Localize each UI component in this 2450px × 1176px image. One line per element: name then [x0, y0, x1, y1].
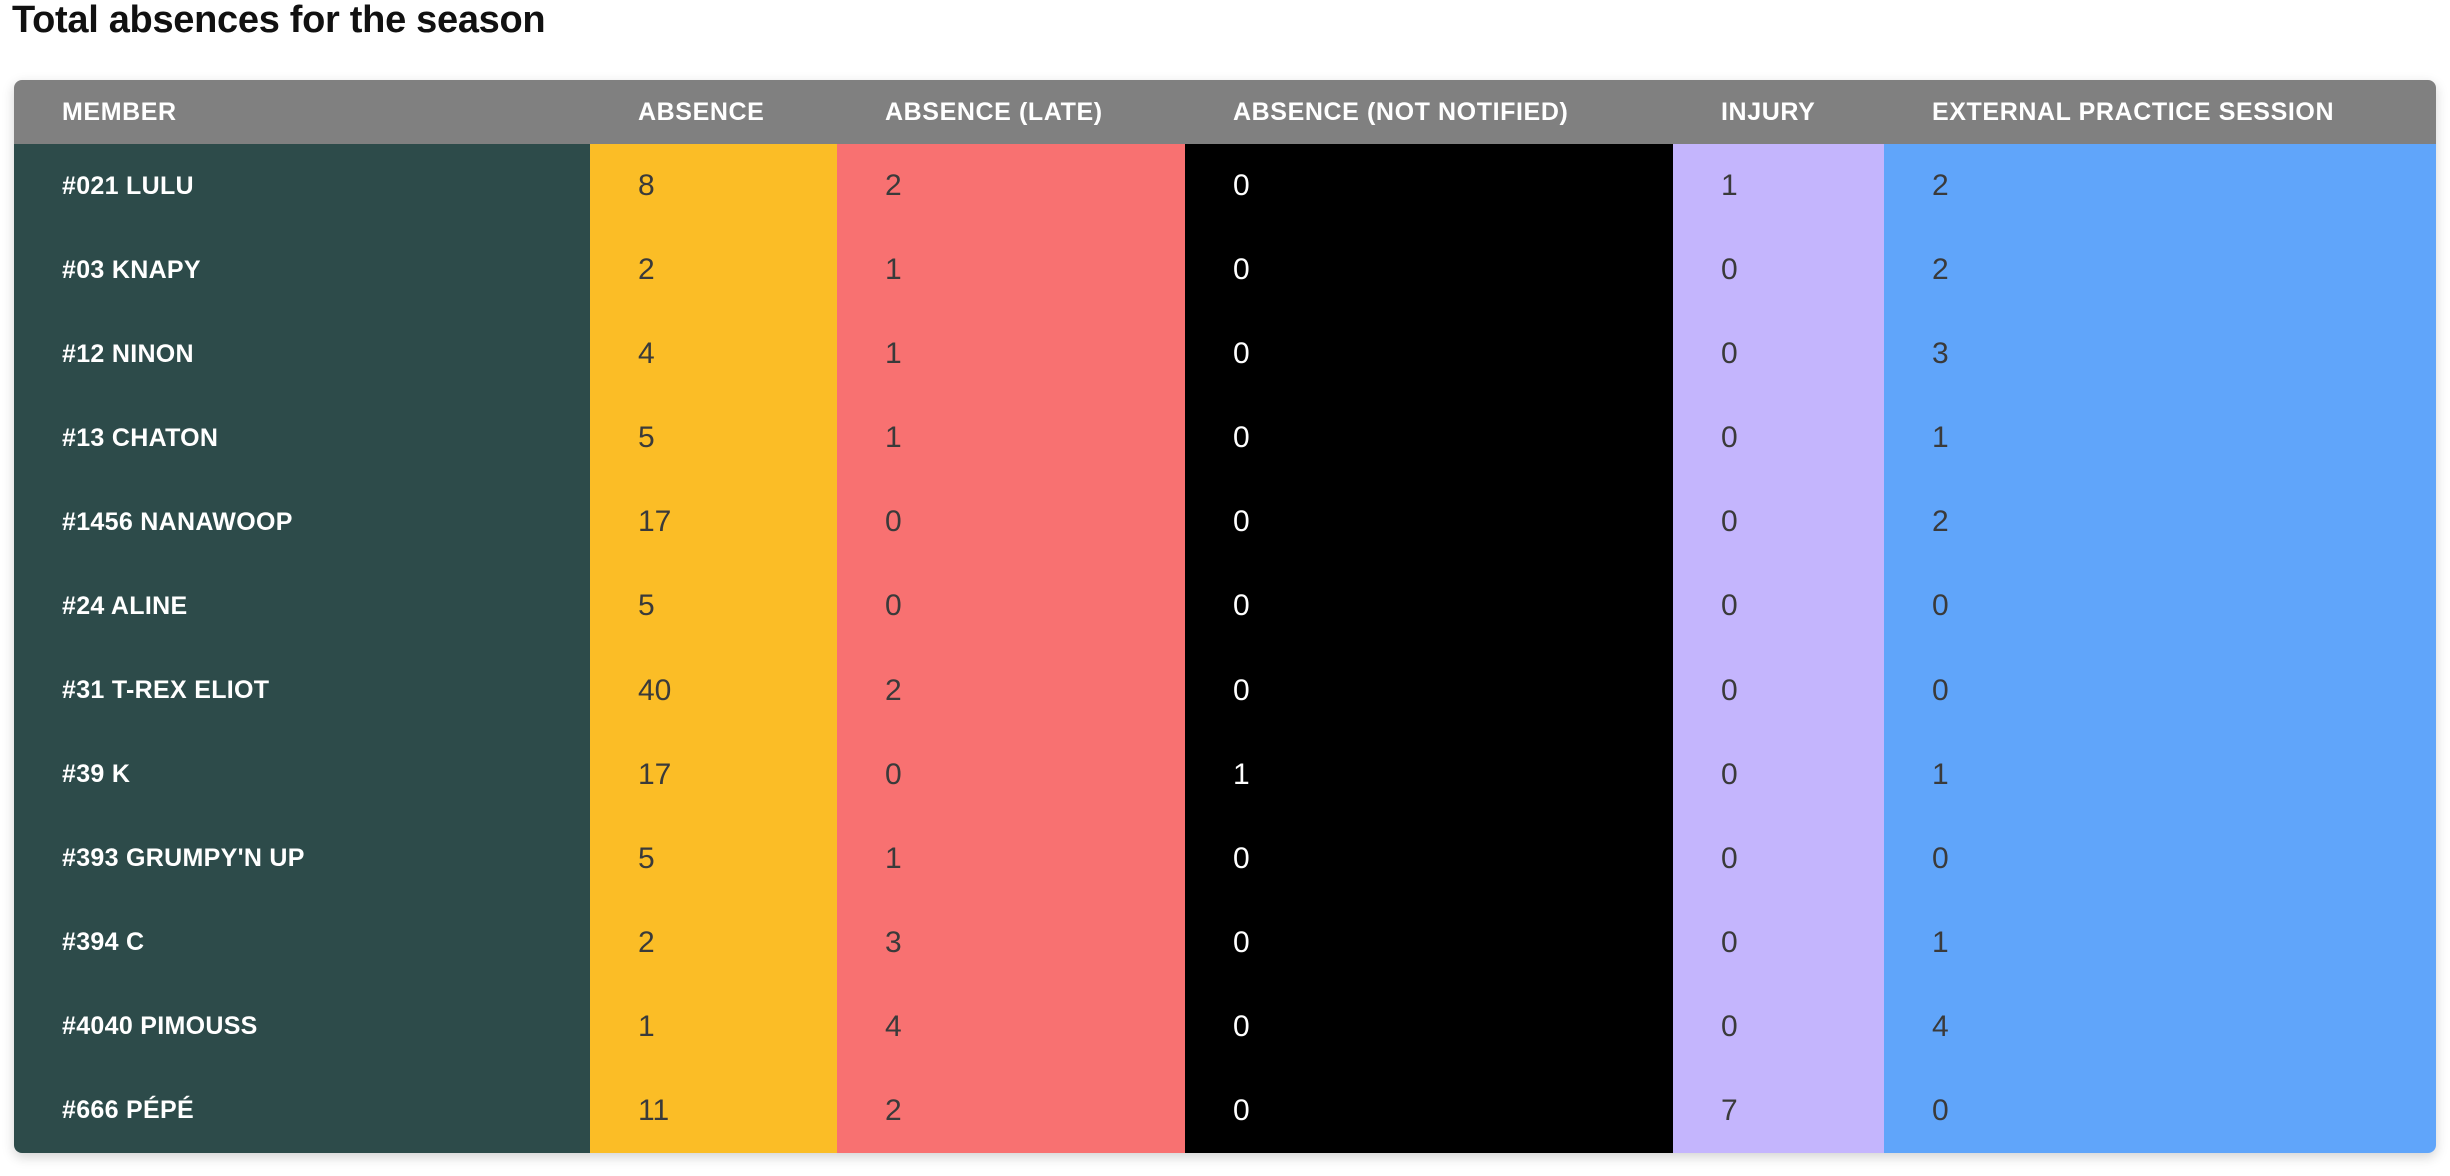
column-header-injury: Injury: [1721, 97, 1816, 126]
cell-external: 0: [1884, 564, 2436, 649]
cell-external: 0: [1884, 648, 2436, 733]
cell-late: 1: [837, 312, 1185, 397]
table-row: #39 K 17 0 1 0 1: [14, 732, 2436, 817]
table-row: #1456 NANAWOOP 17 0 0 0 2: [14, 480, 2436, 565]
cell-external: 2: [1884, 228, 2436, 313]
cell-injury: 0: [1673, 480, 1884, 565]
cell-not-notified: 0: [1185, 312, 1673, 397]
cell-not-notified: 0: [1185, 984, 1673, 1069]
cell-member: #666 PÉPÉ: [14, 1068, 590, 1153]
cell-external: 3: [1884, 312, 2436, 397]
cell-injury: 0: [1673, 228, 1884, 313]
cell-late: 0: [837, 732, 1185, 817]
cell-injury: 0: [1673, 564, 1884, 649]
page-title: Total absences for the season: [12, 0, 546, 41]
table-row: #31 T-REX ELIOT 40 2 0 0 0: [14, 648, 2436, 733]
cell-absence: 17: [590, 480, 837, 565]
cell-late: 1: [837, 396, 1185, 481]
cell-external: 2: [1884, 144, 2436, 229]
table-row: #393 GRUMPY'N UP 5 1 0 0 0: [14, 816, 2436, 901]
cell-not-notified: 0: [1185, 648, 1673, 733]
cell-external: 0: [1884, 816, 2436, 901]
cell-absence: 17: [590, 732, 837, 817]
cell-member: #394 C: [14, 900, 590, 985]
column-header-absence: Absence: [638, 97, 765, 126]
cell-injury: 0: [1673, 900, 1884, 985]
table-row: #12 NINON 4 1 0 0 3: [14, 312, 2436, 397]
table-row: #03 KNAPY 2 1 0 0 2: [14, 228, 2436, 313]
cell-member: #12 NINON: [14, 312, 590, 397]
column-header-late: Absence (late): [885, 97, 1103, 126]
table-row: #021 LULU 8 2 0 1 2: [14, 144, 2436, 229]
cell-late: 2: [837, 144, 1185, 229]
cell-injury: 0: [1673, 816, 1884, 901]
cell-absence: 1: [590, 984, 837, 1069]
cell-injury: 1: [1673, 144, 1884, 229]
cell-external: 0: [1884, 1068, 2436, 1153]
cell-absence: 5: [590, 564, 837, 649]
cell-member: #03 KNAPY: [14, 228, 590, 313]
cell-external: 1: [1884, 732, 2436, 817]
cell-external: 1: [1884, 396, 2436, 481]
cell-member: #4040 PIMOUSS: [14, 984, 590, 1069]
cell-absence: 4: [590, 312, 837, 397]
cell-not-notified: 1: [1185, 732, 1673, 817]
cell-not-notified: 0: [1185, 900, 1673, 985]
cell-injury: 0: [1673, 732, 1884, 817]
cell-not-notified: 0: [1185, 816, 1673, 901]
table-header-row: Member Absence Absence (late) Absence (not …: [14, 80, 2436, 144]
cell-not-notified: 0: [1185, 144, 1673, 229]
cell-absence: 5: [590, 816, 837, 901]
table-row: #666 PÉPÉ 11 2 0 7 0: [14, 1068, 2436, 1153]
cell-injury: 0: [1673, 396, 1884, 481]
cell-absence: 8: [590, 144, 837, 229]
cell-absence: 5: [590, 396, 837, 481]
cell-member: #39 K: [14, 732, 590, 817]
cell-not-notified: 0: [1185, 228, 1673, 313]
column-header-not-notified: Absence (not notified): [1233, 97, 1569, 126]
cell-late: 0: [837, 564, 1185, 649]
cell-late: 1: [837, 816, 1185, 901]
column-header-external: External practice session: [1932, 97, 2335, 126]
cell-late: 1: [837, 228, 1185, 313]
cell-absence: 2: [590, 228, 837, 313]
table-row: #13 CHATON 5 1 0 0 1: [14, 396, 2436, 481]
table-body: #021 LULU 8 2 0 1 2 #03 KNAPY 2 1 0 0 2 #12 NINON 4 1 0…: [14, 144, 2436, 1153]
cell-member: #24 ALINE: [14, 564, 590, 649]
cell-external: 1: [1884, 900, 2436, 985]
cell-late: 0: [837, 480, 1185, 565]
cell-late: 3: [837, 900, 1185, 985]
cell-absence: 11: [590, 1068, 837, 1153]
cell-external: 2: [1884, 480, 2436, 565]
cell-not-notified: 0: [1185, 1068, 1673, 1153]
cell-not-notified: 0: [1185, 564, 1673, 649]
cell-injury: 0: [1673, 312, 1884, 397]
absences-table-container: Member Absence Absence (late) Absence (not …: [14, 80, 2436, 1153]
cell-member: #021 LULU: [14, 144, 590, 229]
cell-not-notified: 0: [1185, 480, 1673, 565]
cell-member: #393 GRUMPY'N UP: [14, 816, 590, 901]
cell-not-notified: 0: [1185, 396, 1673, 481]
column-header-member: Member: [62, 97, 177, 126]
cell-absence: 2: [590, 900, 837, 985]
cell-member: #1456 NANAWOOP: [14, 480, 590, 565]
absences-table: Member Absence Absence (late) Absence (not …: [14, 80, 2436, 1153]
cell-injury: 0: [1673, 984, 1884, 1069]
cell-absence: 40: [590, 648, 837, 733]
cell-late: 2: [837, 1068, 1185, 1153]
cell-injury: 7: [1673, 1068, 1884, 1153]
cell-injury: 0: [1673, 648, 1884, 733]
cell-member: #13 CHATON: [14, 396, 590, 481]
cell-late: 2: [837, 648, 1185, 733]
table-header: Member Absence Absence (late) Absence (not …: [14, 80, 2436, 144]
cell-late: 4: [837, 984, 1185, 1069]
cell-external: 4: [1884, 984, 2436, 1069]
table-row: #4040 PIMOUSS 1 4 0 0 4: [14, 984, 2436, 1069]
cell-member: #31 T-REX ELIOT: [14, 648, 590, 733]
table-row: #24 ALINE 5 0 0 0 0: [14, 564, 2436, 649]
